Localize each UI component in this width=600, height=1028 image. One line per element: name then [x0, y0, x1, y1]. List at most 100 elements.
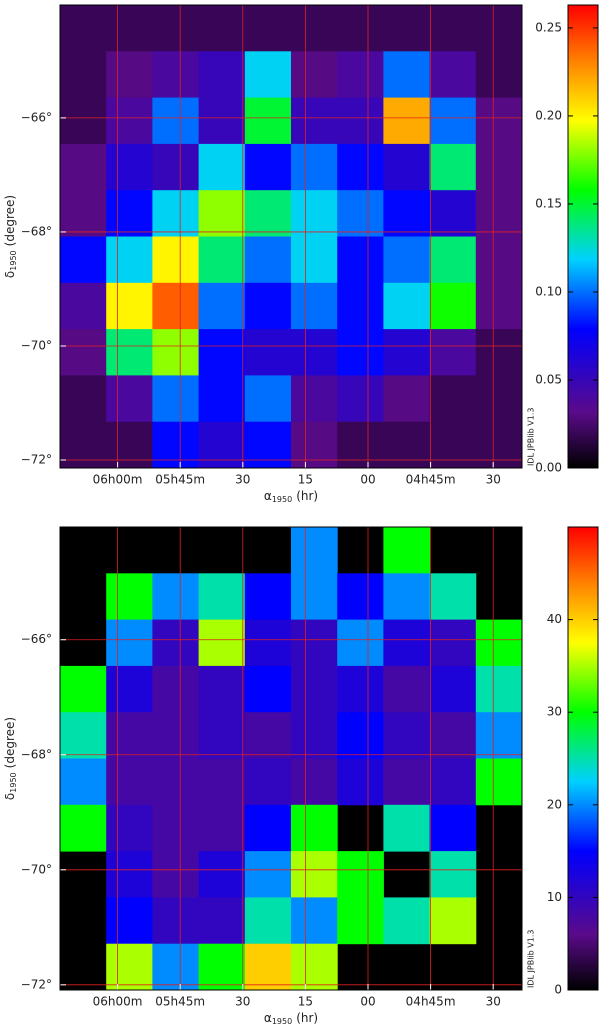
heat-cell: [475, 236, 523, 284]
heat-cell: [198, 943, 246, 991]
heat-cell: [337, 573, 384, 621]
x-tick-label: 00: [360, 473, 375, 487]
heat-cell: [60, 421, 107, 469]
heat-cell: [198, 897, 246, 945]
heat-cell: [475, 421, 523, 469]
heat-cell: [383, 236, 431, 284]
heat-cell: [152, 943, 200, 991]
heat-cell: [106, 282, 153, 330]
heat-cell: [337, 851, 384, 898]
heat-cell: [337, 236, 384, 284]
x-title-unit: (hr): [296, 489, 318, 503]
heat-cell: [475, 190, 523, 237]
credit: IDL JPBlib V1.3: [527, 930, 536, 988]
x-title-sub: 1950: [272, 495, 292, 504]
heat-cell: [198, 573, 246, 621]
heat-cell: [244, 51, 292, 99]
x-axis-title: α1950 (hr): [264, 489, 318, 504]
heat-cell: [106, 236, 153, 284]
y-title-sub: 1950: [9, 250, 18, 270]
heat-cell: [291, 329, 338, 376]
heat-cell: [337, 421, 384, 469]
heat-cell: [198, 282, 246, 330]
x-title-unit: (hr): [296, 1011, 318, 1025]
heat-cell: [383, 5, 431, 52]
heat-cell: [152, 712, 200, 759]
heat-cell: [337, 665, 384, 713]
x-tick-label: 30: [235, 473, 250, 487]
heat-cell: [198, 619, 246, 667]
heat-cell: [198, 190, 246, 237]
heat-cell: [106, 375, 153, 423]
heat-cell: [383, 527, 431, 574]
heat-cell: [429, 665, 477, 713]
heat-cell: [291, 527, 338, 574]
heat-cell: [106, 573, 153, 621]
heat-cell: [429, 143, 477, 191]
heat-cell: [383, 804, 431, 852]
heat-cell: [429, 5, 477, 52]
heat-cell: [198, 804, 246, 852]
heat-cell: [383, 421, 431, 469]
heat-cell: [244, 143, 292, 191]
heat-cell: [475, 712, 523, 759]
x-title-symbol: α: [264, 1011, 272, 1025]
heat-cell: [244, 943, 292, 991]
heat-cell: [291, 573, 338, 621]
heat-cell: [60, 665, 107, 713]
heat-cell: [244, 329, 292, 376]
x-tick-label: 30: [486, 995, 501, 1009]
heat-cell: [429, 421, 477, 469]
heat-cell: [429, 375, 477, 423]
heat-cell: [60, 712, 107, 759]
heat-cell: [383, 619, 431, 667]
y-tick-label: −68°: [21, 747, 52, 761]
heat-cell: [337, 758, 384, 806]
heat-cell: [383, 143, 431, 191]
map-frame: [59, 526, 523, 991]
heat-cell: [383, 190, 431, 237]
heat-cell: [106, 943, 153, 991]
heat-cell: [106, 51, 153, 99]
heat-cell: [198, 421, 246, 469]
heat-cell: [383, 573, 431, 621]
heat-cell: [291, 758, 338, 806]
heat-cell: [244, 851, 292, 898]
heat-cell: [60, 375, 107, 423]
heat-cell: [106, 804, 153, 852]
heat-cell: [337, 143, 384, 191]
heat-cell: [291, 236, 338, 284]
heat-cell: [475, 665, 523, 713]
heat-cell: [337, 712, 384, 759]
heat-cell: [244, 282, 292, 330]
heat-cell: [198, 51, 246, 99]
heat-cell: [383, 665, 431, 713]
heat-cell: [291, 897, 338, 945]
heat-cell: [337, 897, 384, 945]
heat-cell: [152, 619, 200, 667]
heat-cell: [475, 619, 523, 667]
heat-cell: [152, 897, 200, 945]
heat-cell: [291, 51, 338, 99]
heat-cell: [475, 51, 523, 99]
x-tick-label: 30: [235, 995, 250, 1009]
y-tick-label: −70°: [21, 862, 52, 876]
heat-cell: [475, 758, 523, 806]
heat-cell: [337, 329, 384, 376]
heat-cell: [198, 5, 246, 52]
heat-cell: [475, 329, 523, 376]
colorbar-tick-label: 0.00: [535, 461, 562, 475]
heat-cell: [244, 421, 292, 469]
heat-cell: [383, 329, 431, 376]
heat-cell: [106, 619, 153, 667]
colorbar-tick-label: 0.25: [535, 20, 562, 34]
heat-cell: [337, 282, 384, 330]
heat-cell: [106, 758, 153, 806]
heat-cell: [244, 573, 292, 621]
heat-cell: [291, 5, 338, 52]
heat-cell: [244, 236, 292, 284]
y-title-symbol: δ: [3, 271, 17, 278]
heat-cell: [152, 573, 200, 621]
heat-cell: [429, 712, 477, 759]
heat-cell: [429, 619, 477, 667]
